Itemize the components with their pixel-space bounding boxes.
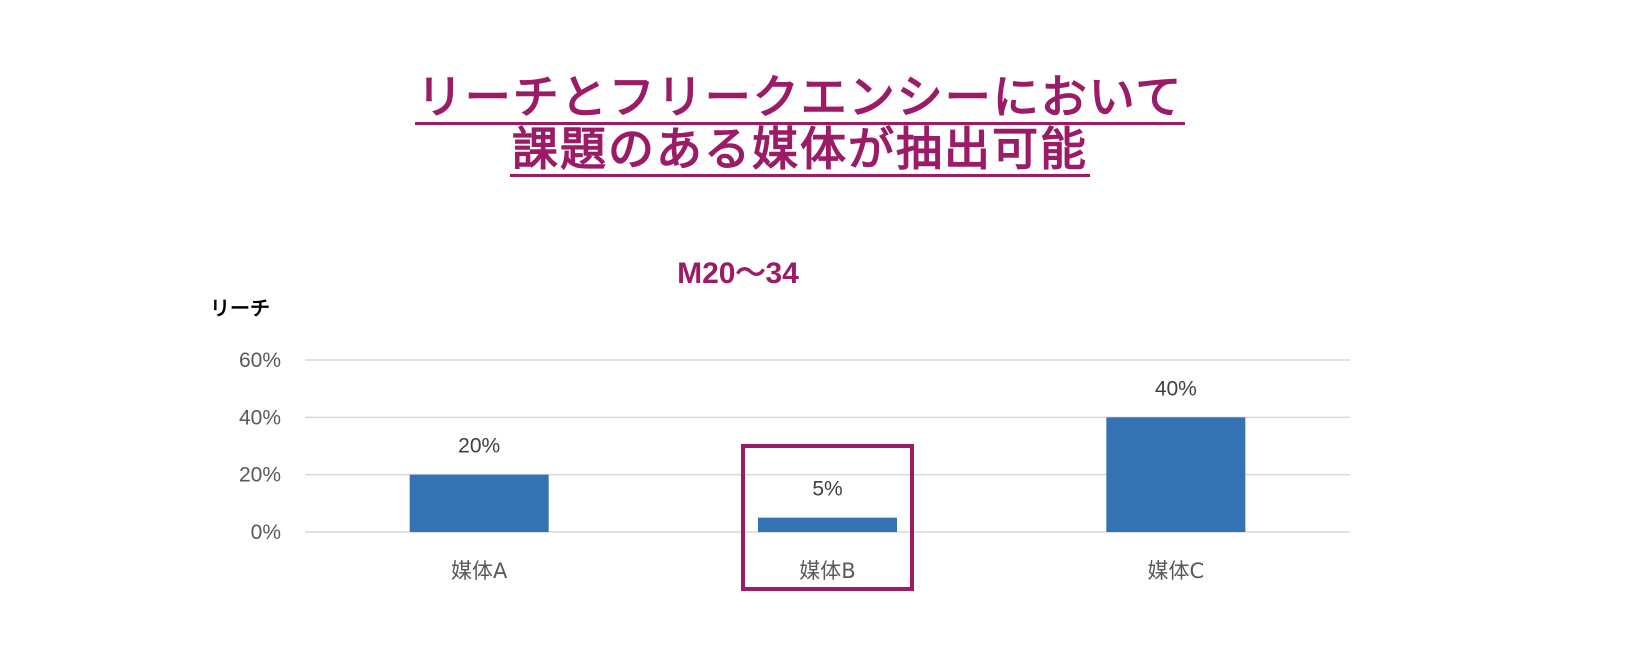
headline-line-1-text: リーチとフリークエンシーにおいて: [414, 70, 1186, 125]
y-tick-label-20: 20%: [239, 464, 281, 487]
category-label-2: 媒体B: [799, 559, 855, 583]
category-label-1: 媒体A: [451, 559, 508, 583]
data-label-1: 20%: [458, 435, 500, 458]
headline-line-2-text: 課題のある媒体が抽出可能: [510, 122, 1090, 177]
chart-title: M20〜34: [677, 257, 799, 290]
y-tick-label-0: 0%: [251, 521, 281, 544]
y-axis-label: リーチ: [210, 296, 270, 320]
highlight-box-media-b: [741, 444, 914, 591]
y-tick-label-60: 60%: [239, 349, 281, 372]
data-label-2: 5%: [812, 478, 842, 501]
bar-3: [1106, 417, 1246, 532]
headline-line-2: 課題のある媒体が抽出可能: [0, 124, 1600, 177]
bar-2: [758, 517, 897, 532]
y-tick-label-40: 40%: [239, 406, 281, 429]
data-label-3: 40%: [1155, 377, 1197, 400]
bar-1: [409, 474, 549, 532]
headline-line-1: リーチとフリークエンシーにおいて: [0, 72, 1600, 125]
category-label-3: 媒体C: [1147, 559, 1204, 583]
